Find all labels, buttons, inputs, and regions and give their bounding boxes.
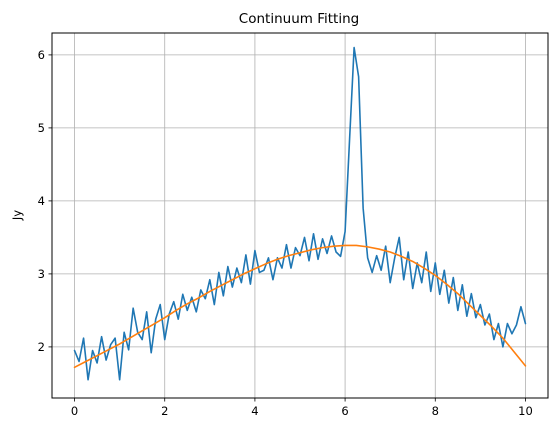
y-tick-label: 2 (38, 340, 45, 354)
x-tick-label: 0 (71, 404, 78, 418)
y-tick-label: 5 (38, 121, 45, 135)
y-axis-label: Jy (10, 210, 24, 221)
data-series-line (73, 46, 527, 381)
x-tick-label: 10 (518, 404, 533, 418)
x-tick-label: 4 (251, 404, 258, 418)
x-tick-label: 6 (341, 404, 348, 418)
x-tick-label: 8 (432, 404, 439, 418)
x-tick-label: 2 (161, 404, 168, 418)
plot-series (73, 46, 527, 381)
y-tick-label: 3 (38, 267, 45, 281)
grid (52, 33, 548, 398)
y-tick-label: 4 (38, 194, 45, 208)
fit-series-line (73, 244, 527, 369)
axis-ticks: 0 2 4 6 8 10 2 3 4 5 6 (38, 48, 533, 418)
plot-frame (51, 32, 549, 399)
chart-title: Continuum Fitting (239, 11, 359, 27)
y-tick-label: 6 (38, 48, 45, 62)
